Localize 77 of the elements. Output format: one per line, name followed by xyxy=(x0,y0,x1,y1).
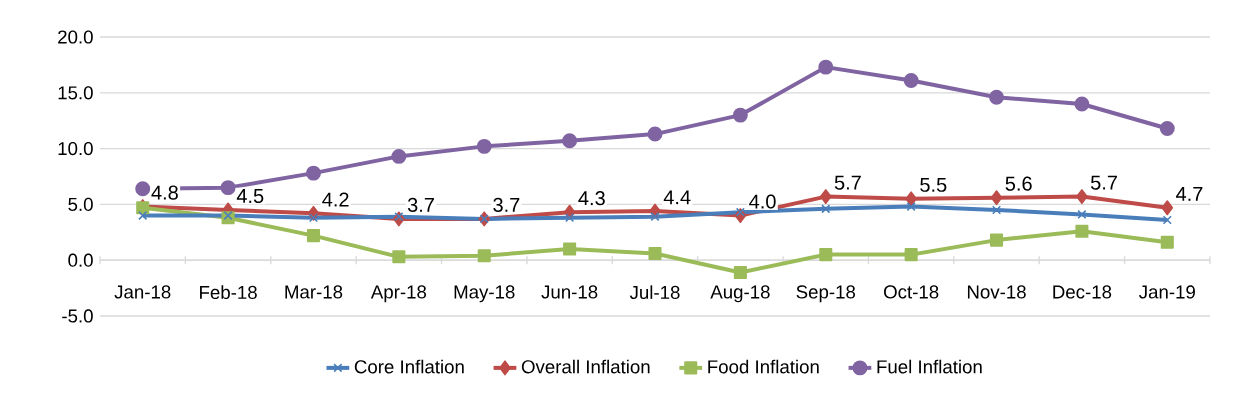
x-tick-label: Sep-18 xyxy=(796,285,856,303)
y-tick-label: 5.0 xyxy=(68,197,93,212)
y-tick-label: 10.0 xyxy=(58,141,93,156)
y-tick-label: 0.0 xyxy=(68,253,93,267)
point xyxy=(989,89,1004,105)
point xyxy=(1077,209,1087,220)
data-label: 4.2 xyxy=(322,192,349,207)
x-tick-label: Jul-18 xyxy=(629,285,680,300)
point xyxy=(733,265,747,279)
point xyxy=(906,202,916,212)
point xyxy=(394,212,404,222)
legend-label: Fuel Inflation xyxy=(877,359,982,374)
point xyxy=(1162,215,1172,225)
point xyxy=(477,249,491,263)
data-label: 5.7 xyxy=(1090,175,1117,190)
point xyxy=(138,210,148,221)
x-tick-label: Nov-18 xyxy=(967,285,1026,299)
legend-label: Core Inflation xyxy=(354,359,464,374)
x-tick-label: May-18 xyxy=(454,285,515,303)
point xyxy=(1159,121,1175,136)
point xyxy=(818,59,834,75)
y-tick-label: -5.0 xyxy=(62,309,93,323)
data-label: 4.7 xyxy=(1176,187,1203,201)
point xyxy=(904,248,918,262)
legend-label: Food Inflation xyxy=(708,359,819,374)
y-tick-label: 15.0 xyxy=(58,86,93,100)
point xyxy=(562,133,578,149)
data-label: 5.7 xyxy=(834,175,861,190)
point xyxy=(476,138,492,154)
data-label: 5.5 xyxy=(920,177,947,192)
data-label: 4.0 xyxy=(749,194,776,209)
point xyxy=(650,212,660,222)
data-label: 5.6 xyxy=(1005,176,1032,191)
point xyxy=(1161,200,1174,216)
point xyxy=(991,205,1002,215)
point xyxy=(223,210,233,221)
point xyxy=(905,191,917,207)
point xyxy=(732,107,748,123)
y-tick-label: 20.0 xyxy=(58,30,93,44)
point xyxy=(306,165,321,181)
point xyxy=(819,189,832,205)
x-tick-label: Oct-18 xyxy=(884,285,939,299)
point xyxy=(565,213,575,223)
point xyxy=(135,181,151,197)
x-tick-label: Jan-18 xyxy=(114,285,171,299)
point xyxy=(1160,235,1174,249)
point xyxy=(990,190,1003,206)
point xyxy=(306,229,321,243)
data-label: 4.5 xyxy=(236,189,264,204)
legend-label: Overall Inflation xyxy=(521,359,650,374)
point xyxy=(392,250,406,264)
point xyxy=(1076,189,1088,205)
point xyxy=(1075,224,1089,238)
x-tick-label: Jun-18 xyxy=(541,285,598,299)
x-tick-label: Feb-18 xyxy=(200,285,257,300)
point xyxy=(648,246,662,261)
x-tick-label: Aug-18 xyxy=(710,285,770,303)
point xyxy=(220,180,236,196)
point xyxy=(819,248,833,262)
data-label: 4.8 xyxy=(151,185,178,200)
x-tick-label: Apr-18 xyxy=(370,285,427,303)
x-tick-label: Mar-18 xyxy=(285,285,343,299)
point xyxy=(990,233,1004,247)
x-tick-label: Jan-19 xyxy=(1139,285,1195,299)
data-label: 4.4 xyxy=(663,190,691,205)
x-tick-label: Dec-18 xyxy=(1053,285,1112,299)
point xyxy=(563,242,577,256)
point xyxy=(647,126,663,142)
point xyxy=(308,213,319,223)
point xyxy=(1074,96,1090,112)
data-label: 3.7 xyxy=(407,197,434,212)
point xyxy=(391,148,407,164)
point xyxy=(821,204,831,214)
point xyxy=(903,73,919,88)
data-label: 3.7 xyxy=(493,197,520,212)
data-label: 4.3 xyxy=(578,191,605,206)
point xyxy=(735,207,745,217)
